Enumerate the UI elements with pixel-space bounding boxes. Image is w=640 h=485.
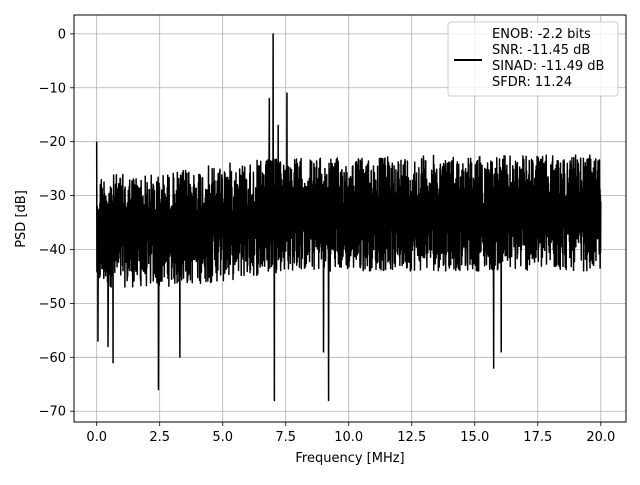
y-tick-label: −10 — [39, 81, 66, 96]
y-tick-label: −60 — [39, 351, 66, 366]
y-axis-label: PSD [dB] — [14, 190, 29, 248]
x-tick-label: 17.5 — [523, 430, 552, 445]
x-tick-label: 2.5 — [149, 430, 170, 445]
x-tick-label: 5.0 — [212, 430, 233, 445]
y-tick-label: −50 — [39, 297, 66, 312]
tick-layer: 0.0 2.5 5.0 7.5 10.0 12.5 15.0 17.5 20.0 0 −10 −20 −… — [39, 27, 616, 445]
x-tick-label: 15.0 — [460, 430, 489, 445]
y-tick-label: −70 — [39, 405, 66, 420]
x-tick-label: 0.0 — [86, 430, 107, 445]
legend-snr: SNR: -11.45 dB — [492, 43, 590, 58]
x-tick-label: 10.0 — [334, 430, 363, 445]
legend: ENOB: -2.2 bits SNR: -11.45 dB SINAD: -1… — [447, 21, 619, 97]
x-tick-label: 20.0 — [586, 430, 615, 445]
y-tick-label: 0 — [58, 27, 66, 42]
x-tick-label: 7.5 — [275, 430, 296, 445]
y-tick-label: −30 — [39, 189, 66, 204]
y-tick-label: −20 — [39, 135, 66, 150]
plot-border — [73, 14, 627, 423]
x-tick-label: 12.5 — [397, 430, 426, 445]
series-layer — [95, 33, 602, 402]
legend-sinad: SINAD: -11.49 dB — [492, 59, 604, 74]
legend-enob: ENOB: -2.2 bits — [492, 27, 591, 42]
legend-box — [447, 21, 619, 97]
psd-series-line — [95, 33, 602, 402]
x-axis-label: Frequency [MHz] — [295, 451, 404, 466]
y-tick-label: −40 — [39, 243, 66, 258]
legend-sfdr: SFDR: 11.24 — [492, 75, 572, 90]
